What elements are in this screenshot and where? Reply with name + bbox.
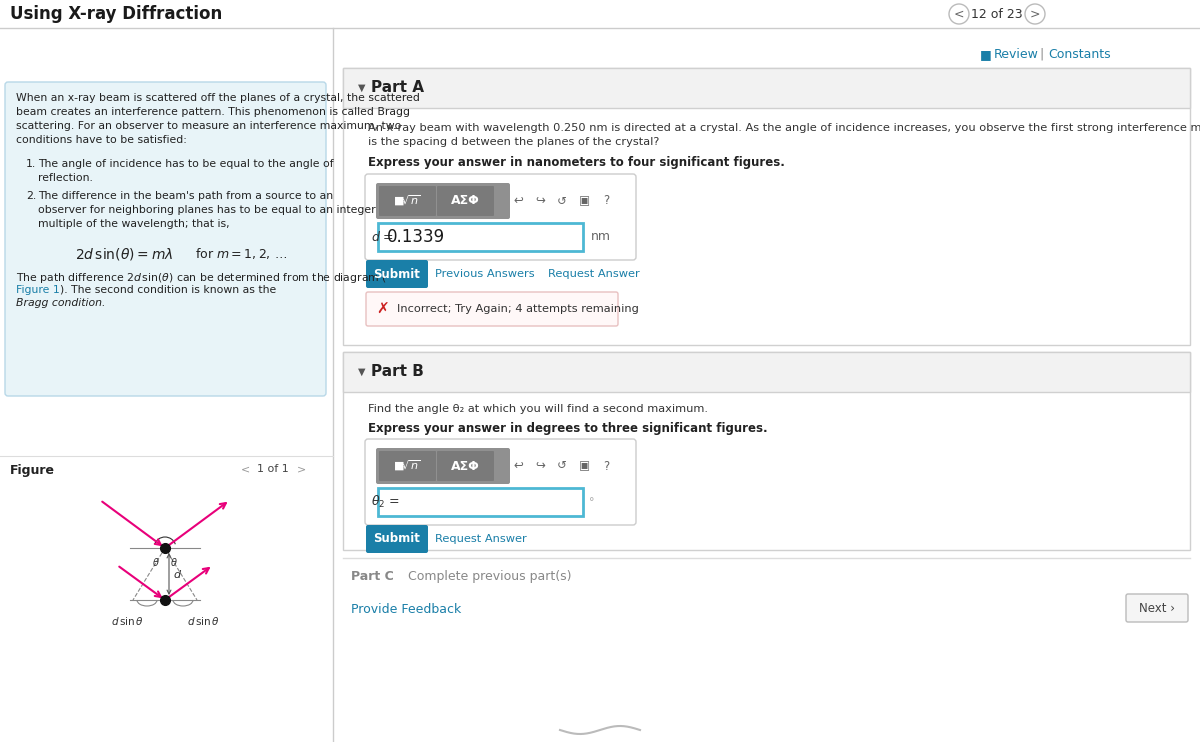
Text: ↩: ↩ (514, 459, 523, 473)
Text: 1 of 1: 1 of 1 (257, 464, 289, 474)
Text: ■: ■ (980, 48, 991, 61)
Text: Find the angle θ₂ at which you will find a second maximum.: Find the angle θ₂ at which you will find… (368, 404, 708, 414)
Text: Provide Feedback: Provide Feedback (352, 603, 461, 616)
FancyBboxPatch shape (437, 186, 494, 216)
FancyBboxPatch shape (366, 525, 428, 553)
Text: 2.: 2. (26, 191, 36, 201)
Text: $d\,\sin\theta$: $d\,\sin\theta$ (110, 615, 144, 627)
FancyBboxPatch shape (378, 223, 583, 251)
Text: Constants: Constants (1048, 48, 1111, 61)
Text: Figure 1: Figure 1 (16, 285, 60, 295)
Text: Part A: Part A (371, 80, 424, 96)
Text: °: ° (589, 497, 594, 507)
FancyBboxPatch shape (343, 352, 1190, 392)
FancyBboxPatch shape (376, 448, 510, 484)
FancyBboxPatch shape (366, 292, 618, 326)
Text: >: > (296, 464, 306, 474)
Text: ▼: ▼ (358, 83, 366, 93)
FancyBboxPatch shape (379, 186, 436, 216)
Text: $d\,\sin\theta$: $d\,\sin\theta$ (186, 615, 220, 627)
Text: <: < (240, 464, 250, 474)
FancyBboxPatch shape (1126, 594, 1188, 622)
Text: Request Answer: Request Answer (548, 269, 640, 279)
Text: Review: Review (994, 48, 1039, 61)
Circle shape (1025, 4, 1045, 24)
Text: Complete previous part(s): Complete previous part(s) (408, 570, 571, 583)
FancyBboxPatch shape (365, 174, 636, 260)
Text: Figure: Figure (10, 464, 55, 477)
Text: Part B: Part B (371, 364, 424, 379)
Text: Express your answer in nanometers to four significant figures.: Express your answer in nanometers to fou… (368, 156, 785, 169)
Text: ▼: ▼ (358, 367, 366, 377)
Text: ↩: ↩ (514, 194, 523, 208)
FancyBboxPatch shape (343, 68, 1190, 108)
FancyBboxPatch shape (379, 451, 436, 481)
Text: ↺: ↺ (557, 459, 566, 473)
Text: $\theta$: $\theta$ (152, 556, 160, 568)
Text: ?: ? (602, 459, 610, 473)
Text: $d$: $d$ (173, 568, 182, 580)
Text: The difference in the beam's path from a source to an
observer for neighboring p: The difference in the beam's path from a… (38, 191, 376, 229)
FancyBboxPatch shape (376, 183, 510, 219)
Text: 1.: 1. (26, 159, 36, 169)
FancyBboxPatch shape (365, 439, 636, 525)
Text: |: | (1039, 48, 1043, 61)
Text: The angle of incidence has to be equal to the angle of
reflection.: The angle of incidence has to be equal t… (38, 159, 334, 183)
Text: ↺: ↺ (557, 194, 566, 208)
Text: Previous Answers: Previous Answers (436, 269, 535, 279)
FancyBboxPatch shape (378, 488, 583, 516)
Text: Next ›: Next › (1139, 602, 1175, 614)
Text: When an x-ray beam is scattered off the planes of a crystal, the scattered
beam : When an x-ray beam is scattered off the … (16, 93, 420, 145)
Text: ↪: ↪ (535, 459, 545, 473)
Text: The path difference $2d\,\sin(\theta)$ can be determined from the diagram (: The path difference $2d\,\sin(\theta)$ c… (16, 271, 388, 285)
Text: Using X-ray Diffraction: Using X-ray Diffraction (10, 5, 222, 23)
Text: $\blacksquare\!\sqrt{n}$: $\blacksquare\!\sqrt{n}$ (394, 459, 421, 473)
FancyBboxPatch shape (343, 352, 1190, 550)
Circle shape (949, 4, 970, 24)
Text: Part C: Part C (352, 570, 394, 583)
Text: ). The second condition is known as the: ). The second condition is known as the (60, 285, 276, 295)
Text: Bragg condition.: Bragg condition. (16, 298, 106, 308)
Text: ↪: ↪ (535, 194, 545, 208)
Text: ΑΣΦ: ΑΣΦ (451, 459, 479, 473)
FancyBboxPatch shape (343, 68, 1190, 345)
Text: Express your answer in degrees to three significant figures.: Express your answer in degrees to three … (368, 422, 768, 435)
Text: Incorrect; Try Again; 4 attempts remaining: Incorrect; Try Again; 4 attempts remaini… (397, 304, 638, 314)
Text: ?: ? (602, 194, 610, 208)
Text: for $m = 1, 2,\,\ldots$: for $m = 1, 2,\,\ldots$ (194, 246, 288, 261)
Text: >: > (1030, 7, 1040, 21)
FancyBboxPatch shape (5, 82, 326, 396)
Text: ▣: ▣ (578, 194, 589, 208)
Text: ΑΣΦ: ΑΣΦ (451, 194, 479, 208)
Text: An x-ray beam with wavelength 0.250 nm is directed at a crystal. As the angle of: An x-ray beam with wavelength 0.250 nm i… (368, 123, 1200, 133)
Text: 0.1339: 0.1339 (386, 228, 445, 246)
Text: Submit: Submit (373, 268, 420, 280)
Text: is the spacing d between the planes of the crystal?: is the spacing d between the planes of t… (368, 137, 659, 147)
Text: nm: nm (592, 231, 611, 243)
Text: ▣: ▣ (578, 459, 589, 473)
Text: $2d\,\sin(\theta) = m\lambda$: $2d\,\sin(\theta) = m\lambda$ (74, 246, 174, 262)
Text: $\blacksquare\!\sqrt{n}$: $\blacksquare\!\sqrt{n}$ (394, 194, 421, 209)
FancyBboxPatch shape (437, 451, 494, 481)
Text: $d$ =: $d$ = (371, 230, 394, 244)
Text: ✗: ✗ (377, 301, 389, 317)
Text: Submit: Submit (373, 533, 420, 545)
Text: 12 of 23: 12 of 23 (971, 7, 1022, 21)
Text: $\theta$: $\theta$ (170, 556, 178, 568)
Text: $\theta_2$ =: $\theta_2$ = (371, 494, 400, 510)
Text: <: < (954, 7, 965, 21)
Text: Request Answer: Request Answer (436, 534, 527, 544)
FancyBboxPatch shape (366, 260, 428, 288)
